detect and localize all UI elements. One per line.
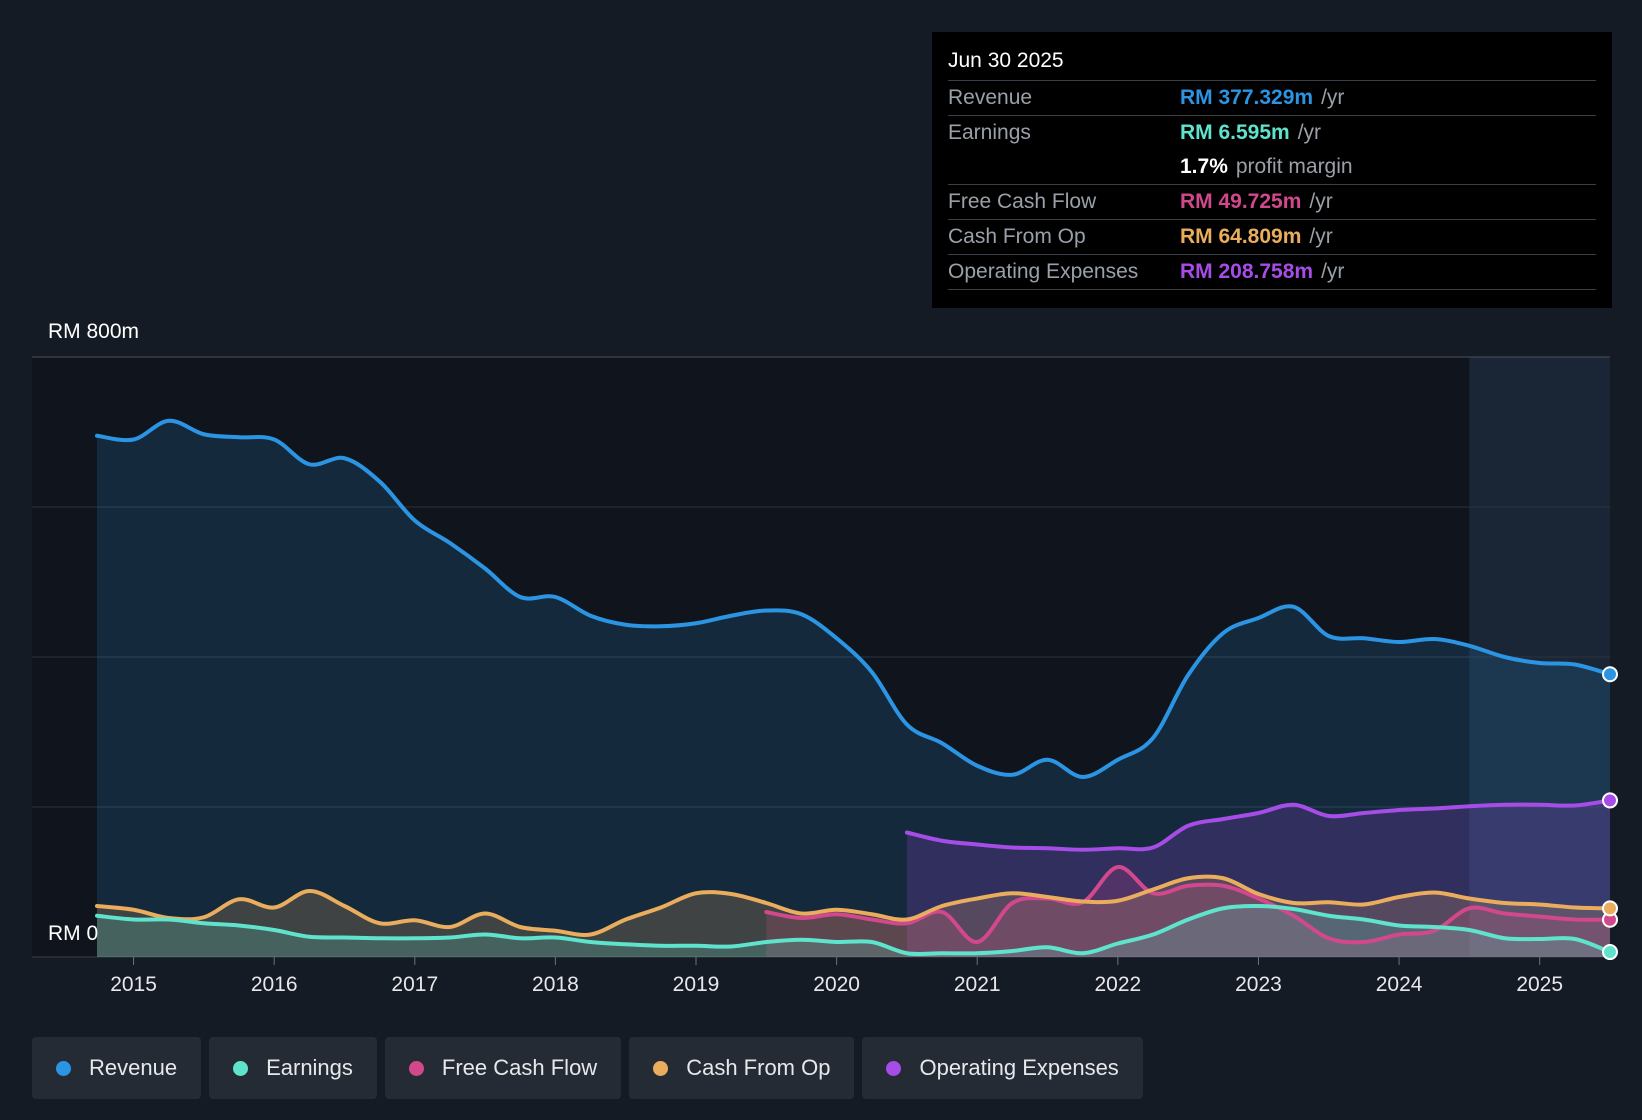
tooltip-row: Free Cash Flow RM 49.725m/yr [948,184,1596,219]
y-axis-top-label: RM 800m [48,320,140,343]
revenue-area [97,420,1610,957]
tooltip-row-unit: /yr [1297,121,1322,144]
tooltip-row-value: RM 49.725m [1180,190,1302,213]
x-tick-label: 2018 [532,973,579,996]
x-tick-label: 2017 [391,973,438,996]
tooltip-row-value: RM 377.329m [1180,86,1314,109]
legend-item-operating-expenses[interactable]: Operating Expenses [862,1037,1143,1099]
x-tick-label: 2019 [673,973,720,996]
tooltip-row: Cash From Op RM 64.809m/yr [948,219,1596,254]
tooltip-row: Earnings RM 6.595m/yr [948,115,1596,150]
operating-expenses-line [904,798,1612,852]
tooltip-row-label: Cash From Op [948,225,1086,248]
legend-item-revenue[interactable]: Revenue [32,1037,202,1099]
legend-item-earnings[interactable]: Earnings [209,1037,377,1099]
tooltip-row-unit: /yr [1321,86,1345,109]
legend-dot-icon [653,1060,669,1076]
legend-dot-icon [408,1060,424,1076]
tooltip-row-value: RM 208.758m [1180,260,1314,283]
x-tick-label: 2025 [1516,973,1563,996]
legend-dot-icon [56,1060,71,1076]
legend-label: Operating Expenses [919,1055,1119,1080]
tooltip-row-unit: /yr [1309,225,1333,248]
operating-expenses-area [906,800,1610,957]
legend: Revenue Earnings Free Cash Flow Cash From O… [32,1037,1143,1099]
tooltip-row: Revenue RM 377.329m/yr [948,80,1596,115]
x-tick-label: 2022 [1094,973,1141,996]
tooltip-row-unit: /yr [1321,260,1345,283]
tooltip-row: Operating Expenses RM 208.758m/yr [948,254,1596,289]
tooltip-row-value: RM 64.809m [1180,225,1302,248]
x-tick-label: 2021 [954,973,1001,996]
operating-expenses-end-marker [1602,792,1618,809]
x-tick-label: 2024 [1376,973,1423,996]
tooltip-row-unit: profit margin [1235,155,1353,178]
earnings-area [97,905,1610,957]
legend-label: Earnings [266,1055,353,1080]
tooltip-row: 1.7% profit margin [948,150,1596,184]
revenue-end-marker [1602,666,1618,683]
legend-item-free-cash-flow[interactable]: Free Cash Flow [384,1037,622,1099]
legend-item-cash-from-op[interactable]: Cash From Op [629,1037,855,1099]
x-tick-label: 2016 [251,973,298,996]
free-cash-flow-line [764,865,1612,945]
earnings-end-marker [1602,944,1618,961]
tooltip-row-unit: /yr [1309,190,1333,213]
x-tick-label: 2020 [813,973,860,996]
legend-dot-icon [886,1060,902,1076]
tooltip-row-value: 1.7% [1180,155,1228,178]
x-tick-label: 2023 [1235,973,1282,996]
tooltip-row-label: Operating Expenses [948,260,1139,283]
y-axis-bottom-label: RM 0 [48,922,99,945]
legend-label: Free Cash Flow [441,1055,598,1080]
tooltip-row-value: RM 6.595m [1180,121,1290,144]
tooltip-row-label: Earnings [948,121,1031,144]
tooltip-row-label: Free Cash Flow [948,190,1097,213]
free-cash-flow-area [766,866,1610,957]
cash-from-op-end-marker [1602,900,1618,917]
tooltip-date: Jun 30 2025 [948,49,1064,72]
cash-from-op-line [95,874,1612,937]
tooltip-row-label: Revenue [948,86,1033,109]
revenue-line [95,418,1612,779]
x-tick-label: 2015 [110,973,157,996]
legend-dot-icon [233,1060,249,1076]
tooltip-panel: Jun 30 2025 Revenue RM 377.329m/yr Earning… [932,32,1612,308]
earnings-line [95,903,1612,957]
legend-label: Revenue [89,1055,178,1080]
legend-label: Cash From Op [686,1055,831,1080]
